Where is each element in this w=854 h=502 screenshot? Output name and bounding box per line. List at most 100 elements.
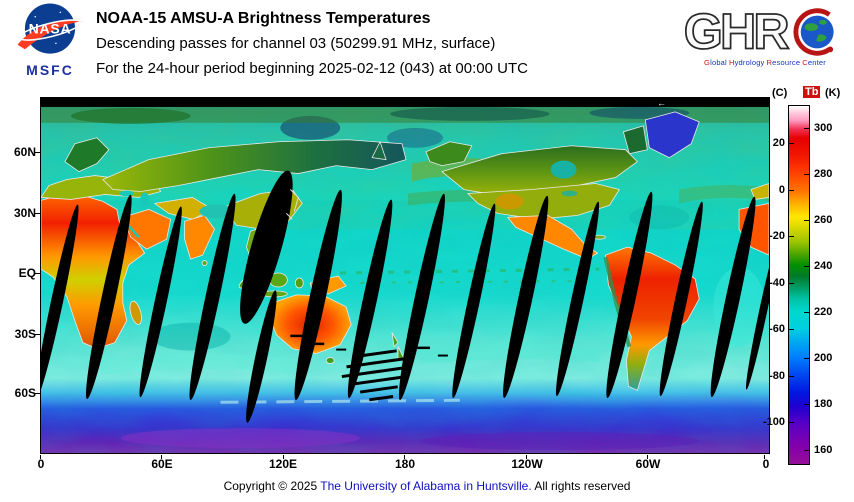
axis-tick [34,334,40,335]
copyright-line: Copyright © 2025 The University of Alaba… [0,479,854,493]
axis-tick [34,273,40,274]
colorbar-tick [804,358,809,359]
lon-label-0e: 0 [762,457,770,471]
lon-label-120w: 120W [511,457,543,471]
rockies-warm-patch [495,193,524,210]
black-sea [119,190,134,197]
caspian-sea [140,192,150,207]
iberia [750,183,769,200]
colorbar-k-tick: 160 [814,444,833,456]
ghrc-c-ring [793,8,831,56]
colorbar-c-tick: -80 [769,370,785,382]
colorbar-k-tick: 300 [814,122,833,134]
ghrc-subtitle-word: Global [704,58,727,67]
ghrc-logo-block: GHR Global Hydrology Resource Center [680,3,850,67]
page-subtitle-period: For the 24-hour period beginning 2025-02… [96,60,528,77]
axis-tick [647,455,648,459]
colorbar-tick [804,220,809,221]
copyright-suffix: All rights reserved [534,479,631,493]
colorbar-c-tick: -60 [769,323,785,335]
colorbar-tb-badge: Tb [803,86,821,98]
axis-tick [34,152,40,153]
colorbar-tick [789,236,794,237]
colorbar-tick [789,422,794,423]
ghrc-subtitle-word: Resource [766,58,801,67]
lat-label-60s: 60S [14,386,36,400]
axis-tick [283,455,284,459]
axis-tick [764,455,765,459]
map-frame: ← [40,97,770,454]
great-lakes [561,190,578,197]
lat-label-30n: 30N [13,206,36,220]
ghrc-subtitle-word: Center [802,58,826,67]
lon-label-60e: 60E [151,457,173,471]
ghrc-subtitle-word: Hydrology [728,58,765,67]
axis-tick [40,455,41,459]
ghrc-logo-icon: GHR [683,3,834,60]
colorbar-k-tick: 200 [814,352,833,364]
colorbar-tick [804,266,809,267]
colorbar-k-tick: 280 [814,168,833,180]
colorbar-kelvin-header: (K) [825,87,841,99]
arabia [122,208,172,250]
ghrc-globe-icon [800,15,834,49]
colorbar-c-tick: 0 [778,184,785,196]
colorbar-c-tick: 20 [772,137,785,149]
colorbar-tick [804,312,809,313]
colorbar-k-tick: 220 [814,306,833,318]
axis-tick [404,455,405,459]
colorbar-celsius-header: (C) [772,87,788,99]
colorbar-tick [804,404,809,405]
copyright-prefix: Copyright © 2025 [223,479,318,493]
colorbar-tick [804,174,809,175]
coastline-detail [285,189,299,220]
sulawesi [294,277,304,289]
nasa-logo-block: NASA MSFC [8,2,92,78]
colorbar-tick [789,283,794,284]
colorbar-k-tick: 240 [814,260,833,272]
colorbar-k-tick: 260 [814,214,833,226]
brightness-temperature-map: ← [41,98,769,453]
msfc-label: MSFC [26,62,74,78]
tasmania [325,357,335,364]
ghrc-letters: GHR [684,3,790,59]
alaska [425,141,473,167]
antarctic-gap-stripes [341,349,412,402]
colorbar-c-tick: -100 [762,416,785,428]
lat-label-60n: 60N [13,145,36,159]
swath-gaps [41,170,769,423]
siberia-landmass [102,139,407,192]
colorbar-tick [789,376,794,377]
hudson-bay [550,160,577,179]
colorbar-tick [804,450,809,451]
sri-lanka [201,260,208,266]
axis-tick [34,393,40,394]
nasa-swoosh [17,19,83,50]
nasa-orbit [18,19,82,41]
copyright-institution: The University of Alabama in Huntsville. [320,479,532,493]
no-data-top-strip [41,98,769,107]
lon-label-120e: 120E [268,457,298,471]
greenland-ice [644,111,700,159]
page-subtitle-channel: Descending passes for channel 03 (50299.… [96,35,496,52]
colorbar-tick [804,128,809,129]
axis-tick [526,455,527,459]
kamchatka [371,141,387,161]
lon-label-180: 180 [394,457,416,471]
scan-arrow-icon: ← [657,98,666,108]
lat-label-30s: 30S [14,327,36,341]
madagascar [129,300,142,325]
baffin [623,125,648,155]
mexico [507,214,598,260]
temperature-colorbar [788,105,810,465]
scandinavia [64,137,110,172]
arctic-band [41,106,769,124]
ghrc-subtitle: Global Hydrology Resource Center [680,58,850,67]
lat-label-eq: EQ [18,266,36,280]
colorbar-c-tick: -40 [769,277,785,289]
lon-label-0w: 0 [37,457,45,471]
colorbar-c-tick: -20 [769,230,785,242]
colorbar-tick [789,190,794,191]
nasa-wordmark: NASA [29,21,72,37]
